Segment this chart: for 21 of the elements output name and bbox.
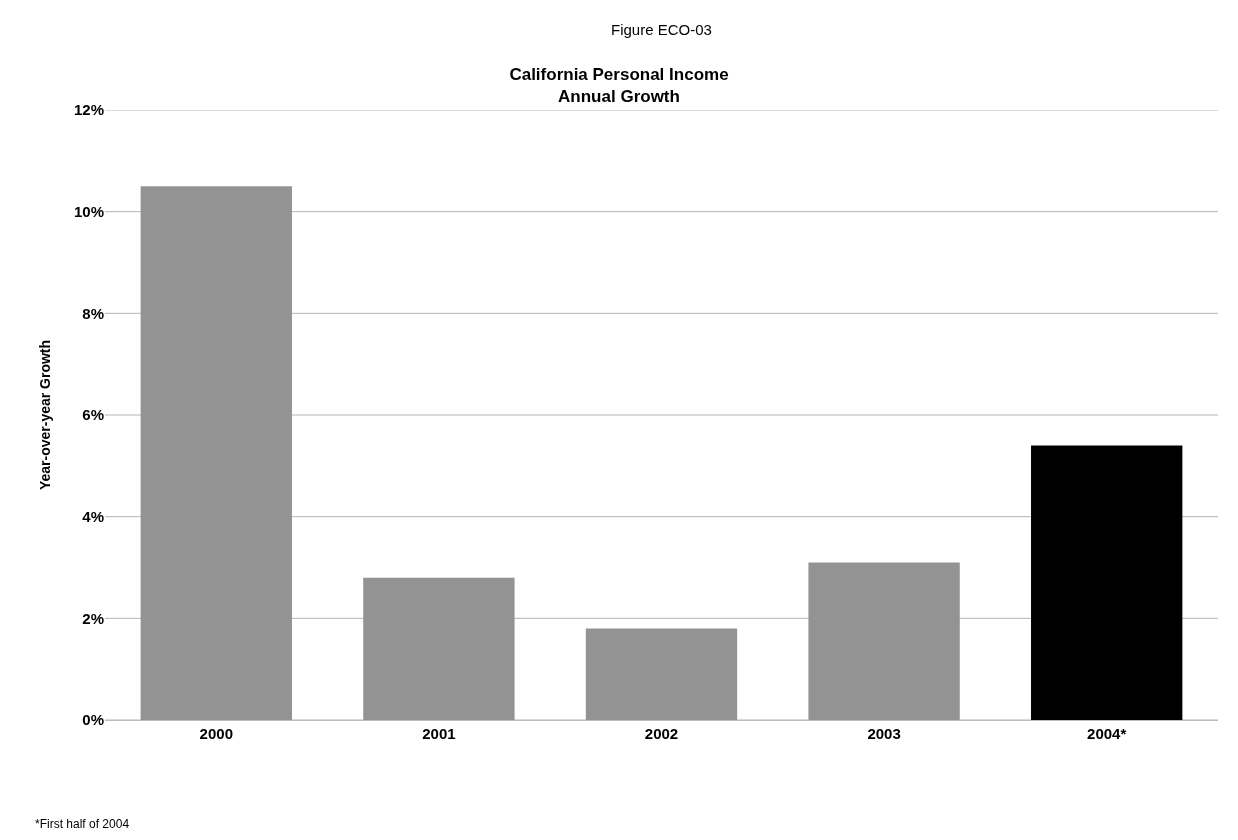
x-tick-label: 2001: [422, 725, 456, 742]
x-tick-label: 2004*: [1087, 725, 1127, 742]
y-tick-label: 0%: [82, 711, 104, 729]
x-tick-label: 2002: [644, 725, 679, 742]
bar: [1031, 445, 1183, 720]
y-tick-label: 12%: [73, 101, 104, 119]
chart-subtitle: Figure ECO-03: [611, 21, 712, 38]
bar: [808, 562, 960, 720]
x-tick-label: 2000: [199, 725, 233, 742]
y-tick-label: 2%: [82, 609, 104, 627]
bar: [585, 628, 738, 720]
x-tick-label: 2003: [867, 725, 901, 742]
bar: [363, 577, 515, 720]
y-tick-label: 8%: [82, 304, 104, 322]
y-tick-label: 10%: [73, 202, 104, 220]
y-axis-title: Year-over-year Growth: [36, 339, 53, 491]
y-tick-label: 6%: [82, 406, 104, 424]
text: *First half of 2004: [35, 817, 130, 831]
bar: [140, 186, 292, 720]
chart-title: California Personal Income Annual Growth: [509, 64, 729, 106]
y-tick-label: 4%: [82, 507, 104, 525]
